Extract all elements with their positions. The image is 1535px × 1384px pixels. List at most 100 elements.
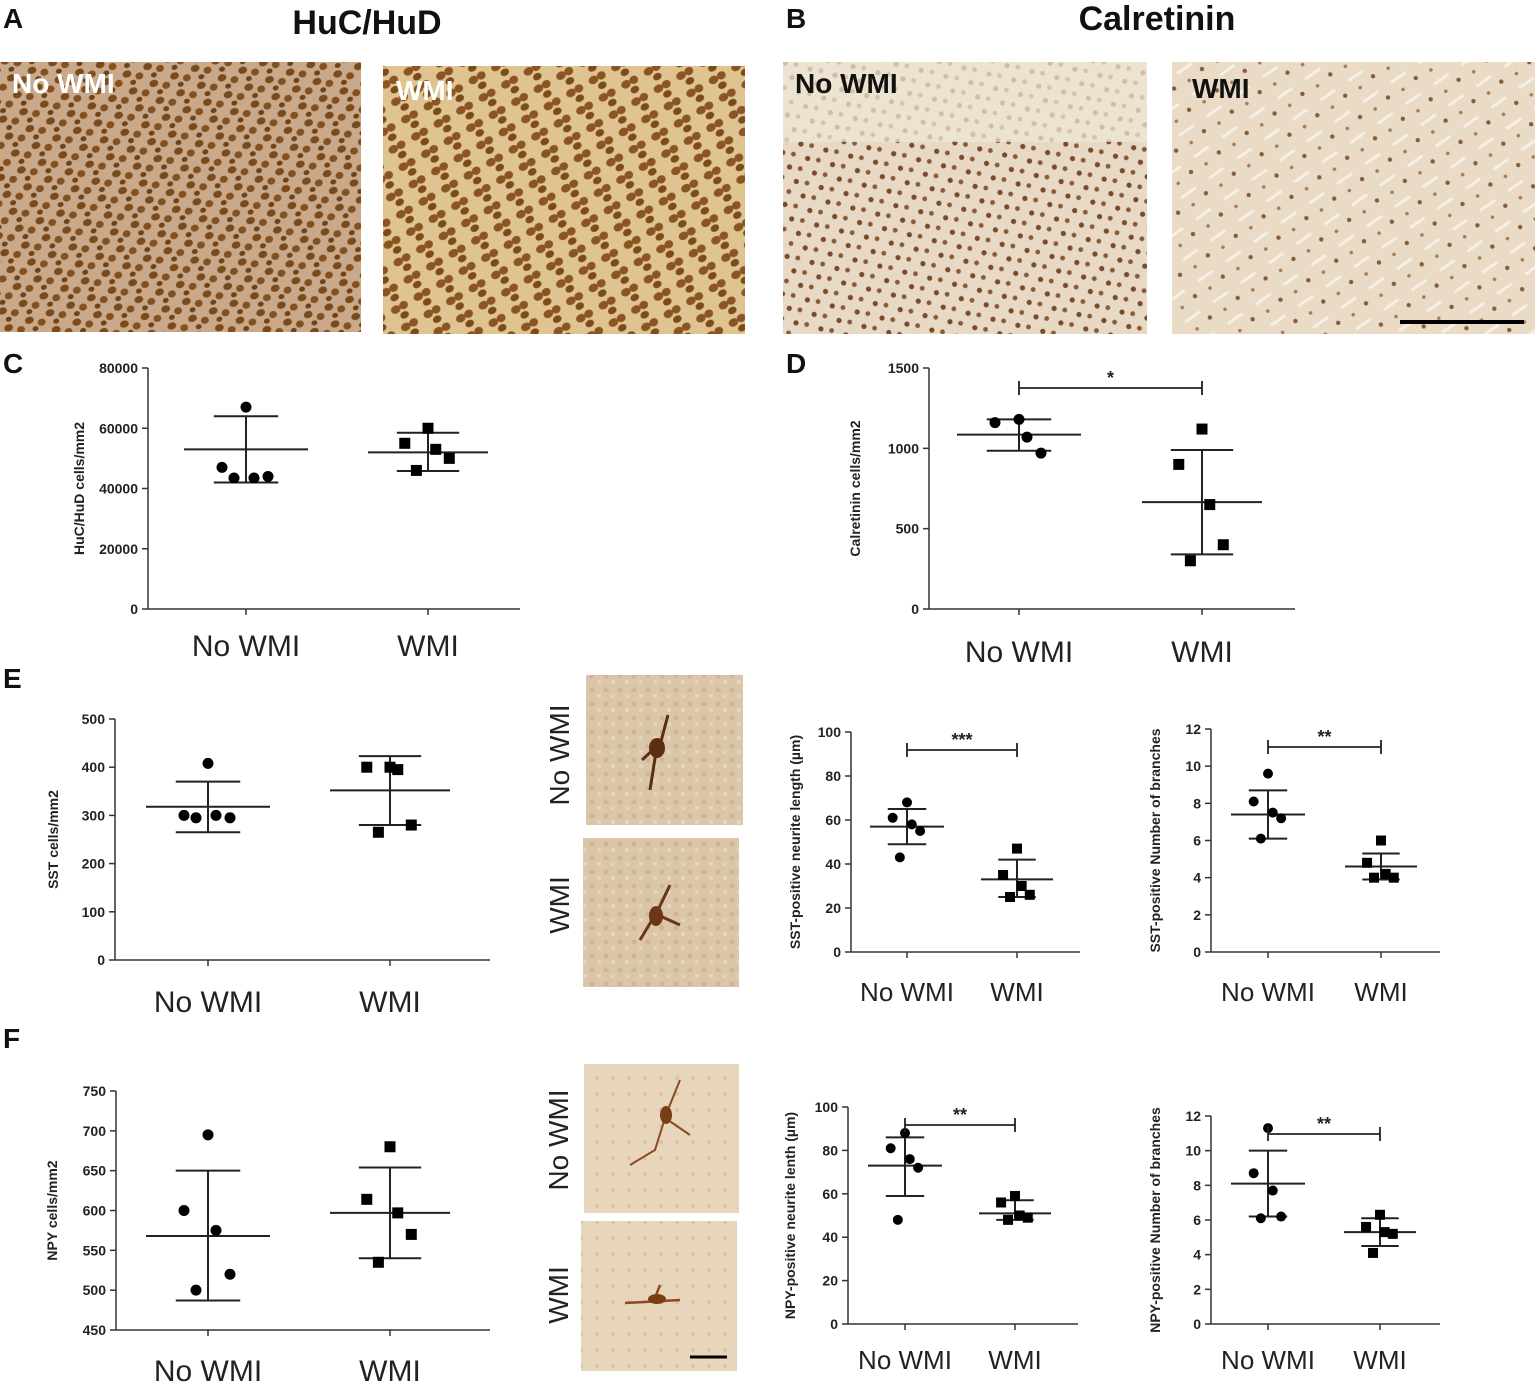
x-tick-label: No WMI xyxy=(1221,977,1315,1007)
data-point xyxy=(885,1143,896,1154)
data-point xyxy=(202,1129,214,1141)
y-tick-label: 550 xyxy=(83,1242,107,1258)
y-tick-label: 2 xyxy=(1193,1281,1201,1297)
data-point xyxy=(1276,1211,1287,1222)
y-tick-label: 100 xyxy=(82,904,106,920)
chart-sst-neurite-length: 0 20 40 60 80 100 No WMI WMI SST-positive neurit… xyxy=(787,724,1080,1007)
y-tick-label: 700 xyxy=(83,1123,107,1139)
data-point xyxy=(1003,1214,1014,1225)
data-point xyxy=(1217,539,1229,551)
npy-no-wmi-micrograph xyxy=(584,1064,739,1213)
sst-no-wmi-neuron xyxy=(640,714,670,791)
data-point xyxy=(900,1128,910,1139)
chart-npy-density: 450 500 550 600 650 700 750 No WMI WMI NPY cells/… xyxy=(44,1083,490,1384)
y-tick-label: 80000 xyxy=(99,360,138,376)
y-tick-label: 600 xyxy=(83,1203,107,1219)
data-point xyxy=(1375,1209,1385,1220)
y-axis-label: NPY-positive Number of branches xyxy=(1147,1107,1163,1333)
sst-wmi-neuron xyxy=(638,884,681,941)
panel-label-f: F xyxy=(3,1023,20,1054)
calretinin-wmi-micrograph xyxy=(1172,62,1535,334)
significance-label: ** xyxy=(1317,727,1331,747)
y-axis-label: SST cells/mm2 xyxy=(45,790,61,889)
y-tick-label: 1500 xyxy=(888,360,919,376)
data-point xyxy=(1024,889,1035,900)
y-tick-label: 20000 xyxy=(99,541,138,557)
data-point xyxy=(216,461,228,473)
data-point xyxy=(904,1154,915,1165)
panel-label-e: E xyxy=(3,663,22,694)
data-point xyxy=(372,1256,384,1268)
y-tick-label: 12 xyxy=(1185,1108,1201,1124)
significance-label: * xyxy=(1107,368,1114,388)
y-tick-label: 100 xyxy=(815,1099,839,1115)
npy-wmi-side-label: WMI xyxy=(543,1266,574,1324)
data-point xyxy=(1388,872,1399,883)
data-point xyxy=(989,417,1001,429)
y-tick-label: 80 xyxy=(822,1142,838,1158)
sst-wmi-side-label: WMI xyxy=(544,876,575,934)
title-huc-hud: HuC/HuD xyxy=(292,4,441,42)
y-tick-label: 4 xyxy=(1193,870,1201,886)
chart-calretinin-density: 0 500 1000 1500 No WMI WMI Calretinin cells/mm… xyxy=(847,360,1295,669)
x-tick-label: No WMI xyxy=(154,986,262,1019)
data-point xyxy=(430,443,442,455)
data-point xyxy=(384,1141,396,1153)
y-tick-label: 4 xyxy=(1193,1247,1201,1263)
data-point xyxy=(906,819,917,830)
data-point xyxy=(913,1162,924,1173)
data-point xyxy=(178,809,190,821)
y-tick-label: 650 xyxy=(83,1163,107,1179)
data-point xyxy=(248,472,260,484)
y-tick-label: 0 xyxy=(1193,944,1201,960)
x-tick-label: WMI xyxy=(359,1355,421,1384)
x-tick-label: WMI xyxy=(359,986,421,1019)
y-tick-label: 10 xyxy=(1185,1143,1201,1159)
data-point xyxy=(1012,843,1022,854)
data-point xyxy=(405,819,417,831)
data-point xyxy=(372,826,384,838)
npy-no-wmi-side-label: No WMI xyxy=(543,1089,574,1190)
panel-label-a: A xyxy=(3,3,23,34)
sst-no-wmi-side-label: No WMI xyxy=(544,704,575,805)
x-tick-label: No WMI xyxy=(192,630,300,663)
y-axis-label: SST-positive Number of branches xyxy=(1147,728,1163,952)
data-point xyxy=(1380,868,1391,879)
x-tick-label: WMI xyxy=(988,1345,1041,1375)
data-point xyxy=(392,1207,404,1219)
npy-wmi-neuron xyxy=(624,1284,681,1305)
data-point xyxy=(998,870,1009,880)
data-point xyxy=(1022,1212,1033,1223)
calretinin-wmi-label: WMI xyxy=(1192,73,1250,104)
data-point xyxy=(210,1224,222,1236)
data-point xyxy=(190,812,202,824)
data-point xyxy=(228,472,240,484)
y-tick-label: 0 xyxy=(830,1316,838,1332)
data-point xyxy=(894,852,905,863)
huc-wmi-micrograph xyxy=(383,66,745,334)
data-point xyxy=(1267,1185,1278,1196)
data-point xyxy=(1387,1228,1398,1239)
data-point xyxy=(1255,833,1266,844)
data-point xyxy=(392,764,404,776)
data-point xyxy=(915,826,926,836)
data-point xyxy=(410,464,422,476)
data-point xyxy=(240,401,252,413)
chart-huc-hud-density: 0 20000 40000 60000 80000 No WMI WMI HuC/HuD ce… xyxy=(71,360,520,663)
y-tick-label: 20 xyxy=(825,900,841,916)
title-calretinin: Calretinin xyxy=(1079,0,1236,38)
y-tick-label: 0 xyxy=(1193,1316,1201,1332)
chart-sst-branches: 0 2 4 6 8 10 12 No WMI WMI SST-positive Number of… xyxy=(1147,721,1440,1007)
y-tick-label: 750 xyxy=(83,1083,107,1099)
data-point xyxy=(996,1197,1007,1208)
data-point xyxy=(422,422,434,434)
data-point xyxy=(361,1193,373,1205)
y-tick-label: 40 xyxy=(822,1229,838,1245)
x-tick-label: WMI xyxy=(397,630,459,663)
y-tick-label: 10 xyxy=(1185,758,1201,774)
y-tick-label: 20 xyxy=(822,1273,838,1289)
y-axis-label: Calretinin cells/mm2 xyxy=(847,420,863,556)
data-point xyxy=(1016,881,1027,891)
y-tick-label: 400 xyxy=(82,759,106,775)
